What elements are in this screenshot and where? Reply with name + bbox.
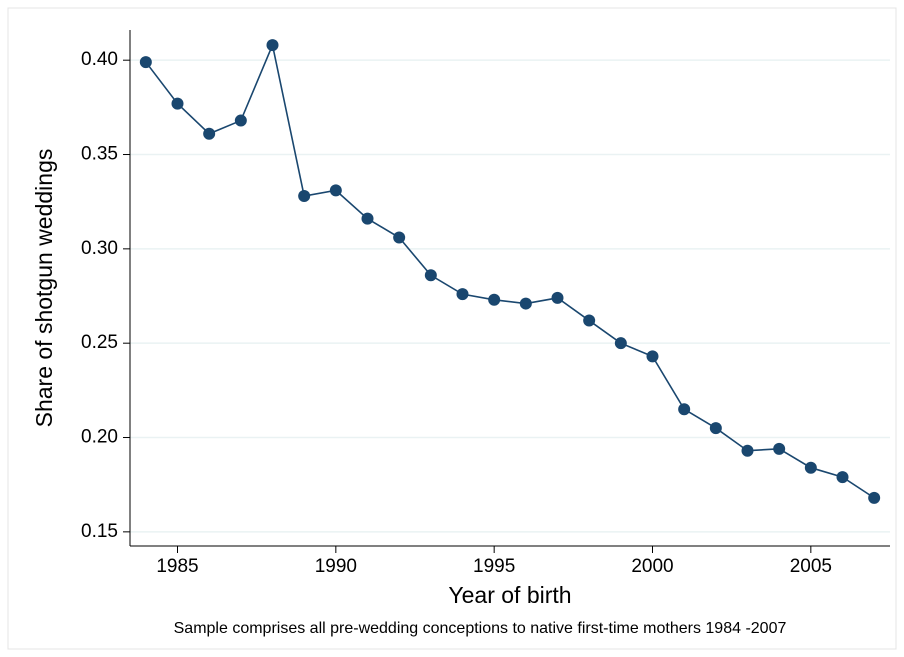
x-tick-label: 1995 (473, 556, 515, 577)
y-tick-label: 0.35 (81, 144, 118, 165)
point (836, 471, 849, 484)
point (393, 231, 406, 244)
point (519, 297, 532, 310)
x-tick-label: 1990 (315, 556, 357, 577)
x-tick-label: 1985 (156, 556, 198, 577)
point (456, 288, 469, 301)
point (868, 491, 881, 504)
point (329, 184, 342, 197)
point (266, 39, 279, 52)
point (361, 212, 374, 225)
point (678, 403, 691, 416)
x-axis-title: Year of birth (448, 582, 571, 608)
note: Sample comprises all pre-wedding concept… (174, 620, 787, 637)
y-tick-label: 0.30 (81, 238, 118, 259)
y-axis-title: Share of shotgun weddings (31, 149, 57, 428)
y-tick-label: 0.40 (81, 49, 118, 70)
point (171, 97, 184, 110)
point (424, 269, 437, 282)
point (614, 337, 627, 350)
point (139, 56, 152, 69)
y-tick-label: 0.15 (81, 521, 118, 542)
point (804, 461, 817, 474)
point (551, 291, 564, 304)
y-tick-label: 0.20 (81, 427, 118, 448)
x-tick-label: 2000 (631, 556, 673, 577)
y-tick-label: 0.25 (81, 332, 118, 353)
chart-border (7, 7, 897, 650)
point (488, 293, 501, 306)
point (298, 190, 311, 203)
point (709, 422, 722, 435)
point (646, 350, 659, 363)
x-tick-label: 2005 (790, 556, 832, 577)
point (234, 114, 247, 127)
point (583, 314, 596, 327)
point (773, 442, 786, 455)
point (203, 127, 216, 140)
point (741, 444, 754, 457)
